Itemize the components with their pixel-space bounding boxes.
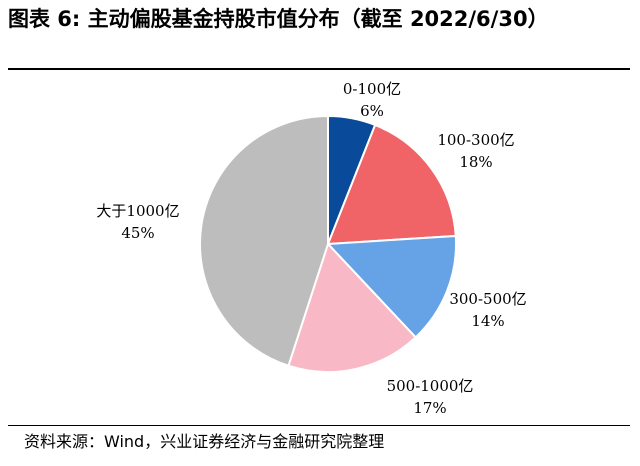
source-rule: [8, 425, 630, 426]
slice-value-label-1: 18%: [459, 153, 492, 171]
slice-value-label-4: 45%: [121, 224, 154, 242]
pie-chart: 0-100亿 6% 100-300亿 18% 300-500亿 14% 500-1000亿 1…: [96, 80, 526, 417]
chart-title: 图表 6: 主动偏股基金持股市值分布（截至 2022/6/30）: [8, 7, 549, 31]
pie-slice-3: [287, 242, 418, 373]
slice-label-3: 500-1000亿: [387, 377, 474, 395]
slice-value-label-3: 17%: [413, 399, 446, 417]
slice-label-1: 100-300亿: [437, 131, 514, 149]
slice-value-label-0: 6%: [360, 102, 384, 120]
slice-label-4: 大于1000亿: [96, 202, 179, 220]
slice-value-label-2: 14%: [471, 312, 504, 330]
pie-slice-1: [326, 123, 457, 246]
slice-label-2: 300-500亿: [449, 290, 526, 308]
slice-label-0: 0-100亿: [343, 80, 401, 98]
pie-slice-2: [325, 234, 457, 339]
pie-slice-4: [199, 114, 329, 368]
title-rule: [8, 68, 630, 70]
source-note: 资料来源：Wind，兴业证券经济与金融研究院整理: [24, 432, 385, 451]
